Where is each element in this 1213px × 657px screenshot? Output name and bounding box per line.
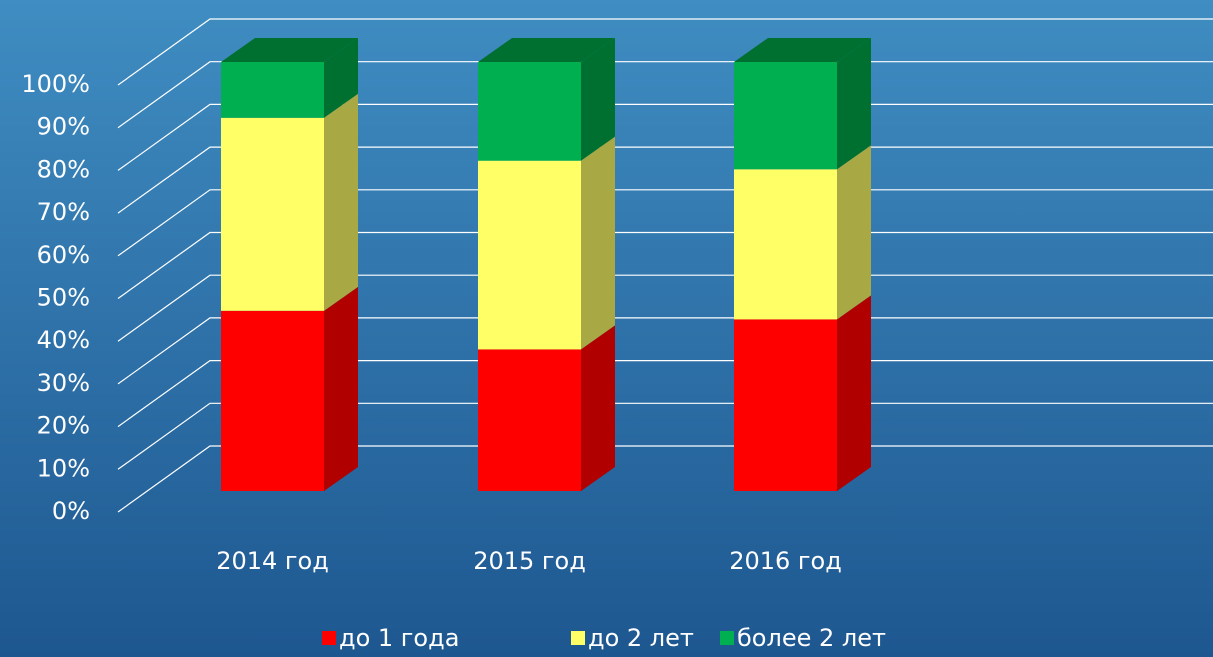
grid-line xyxy=(117,189,1213,257)
grid-line xyxy=(117,360,1213,428)
bar xyxy=(734,319,837,491)
bar-top xyxy=(221,38,358,62)
grid-line xyxy=(117,317,1213,385)
legend-swatch xyxy=(571,631,585,645)
bar-side xyxy=(324,93,358,311)
bar xyxy=(221,62,324,118)
y-tick-label: 10% xyxy=(37,454,90,482)
legend-swatch xyxy=(322,631,336,645)
y-tick-label: 30% xyxy=(37,369,90,397)
legend-label: до 1 года xyxy=(339,624,459,652)
y-tick-label: 100% xyxy=(21,70,90,98)
bar xyxy=(734,62,837,170)
grid-line xyxy=(117,231,1213,299)
bar xyxy=(478,160,581,350)
bar-side xyxy=(581,38,615,161)
y-tick-label: 50% xyxy=(37,284,90,312)
y-tick-label: 80% xyxy=(37,155,90,183)
bar-side xyxy=(837,295,871,491)
bar-side xyxy=(324,38,358,118)
bar xyxy=(478,349,581,491)
legend-swatch xyxy=(720,631,734,645)
grid-line xyxy=(117,103,1213,171)
x-tick-label: 2014 год xyxy=(216,547,329,575)
bar xyxy=(478,62,581,161)
grid-line xyxy=(117,274,1213,342)
bar xyxy=(734,169,837,320)
grid-line xyxy=(117,18,1213,86)
bar-side xyxy=(581,136,615,350)
y-tick-label: 40% xyxy=(37,326,90,354)
grid-line xyxy=(117,445,1213,513)
bar xyxy=(221,310,324,491)
bar-side xyxy=(837,145,871,320)
bar-side xyxy=(837,38,871,170)
y-tick-label: 70% xyxy=(37,198,90,226)
bar xyxy=(221,117,324,311)
bar-side xyxy=(324,286,358,491)
y-tick-label: 0% xyxy=(52,497,90,525)
x-tick-label: 2015 год xyxy=(473,547,586,575)
bar-top xyxy=(478,38,615,62)
legend-label: более 2 лет xyxy=(737,624,886,652)
y-tick-label: 20% xyxy=(37,412,90,440)
y-tick-label: 60% xyxy=(37,241,90,269)
legend-label: до 2 лет xyxy=(588,624,694,652)
grid-line xyxy=(117,61,1213,129)
bar-top xyxy=(734,38,871,62)
y-tick-label: 90% xyxy=(37,113,90,141)
grid-line xyxy=(117,146,1213,214)
grid-line xyxy=(117,402,1213,470)
bar-side xyxy=(581,325,615,491)
x-tick-label: 2016 год xyxy=(729,547,842,575)
